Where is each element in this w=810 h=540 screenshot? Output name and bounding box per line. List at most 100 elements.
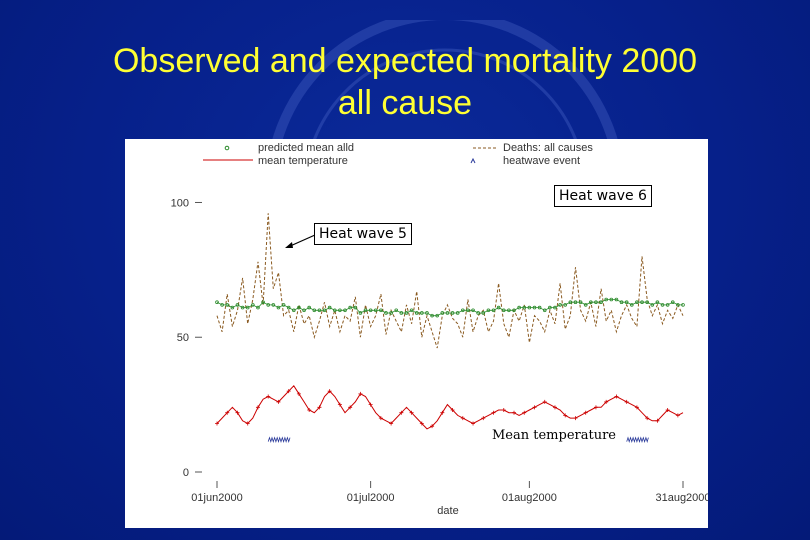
temperature-point xyxy=(389,421,394,426)
predicted-point xyxy=(373,308,378,313)
temperature-point xyxy=(501,408,506,413)
predicted-point xyxy=(583,303,588,307)
predicted-point xyxy=(358,311,363,315)
predicted-point xyxy=(476,311,480,315)
predicted-point xyxy=(568,300,573,305)
mean-temperature-label: Mean temperature xyxy=(492,428,616,443)
predicted-point xyxy=(507,308,511,313)
predicted-point xyxy=(645,300,649,305)
temperature-point xyxy=(358,391,363,396)
series-predicted-line xyxy=(216,299,683,317)
temperature-point xyxy=(471,421,476,426)
predicted-point xyxy=(225,303,230,307)
predicted-point xyxy=(394,308,399,313)
predicted-point xyxy=(589,300,593,305)
predicted-point xyxy=(251,303,255,307)
predicted-point xyxy=(594,300,598,305)
predicted-point xyxy=(384,311,388,315)
temperature-point xyxy=(491,410,496,415)
predicted-point xyxy=(363,308,368,313)
x-tick-label: 01aug2000 xyxy=(502,492,557,504)
temperature-point xyxy=(563,413,568,418)
predicted-point xyxy=(676,303,680,307)
predicted-point xyxy=(430,313,434,318)
predicted-point xyxy=(292,308,296,313)
temperature-point xyxy=(399,410,404,415)
temperature-point xyxy=(552,405,557,410)
predicted-point xyxy=(302,308,306,313)
heatwave-event-marker xyxy=(626,436,649,443)
temperature-point xyxy=(532,405,537,410)
series-temperature-line xyxy=(216,384,684,430)
predicted-point xyxy=(609,297,614,302)
predicted-point xyxy=(235,303,240,307)
predicted-point xyxy=(332,308,337,313)
predicted-point xyxy=(215,300,219,305)
temperature-point xyxy=(317,405,322,410)
temperature-point xyxy=(634,405,639,410)
predicted-point xyxy=(542,308,547,313)
series-deaths-line xyxy=(216,213,684,349)
predicted-point xyxy=(220,303,224,307)
predicted-point xyxy=(322,308,327,313)
legend-label-predicted: predicted mean alld xyxy=(258,142,354,154)
predicted-point xyxy=(461,308,465,313)
temperature-point xyxy=(624,399,629,404)
predicted-point xyxy=(604,297,608,302)
axes: 0 50 100 01jun2000 01jul2000 01aug2000 31aug20… xyxy=(171,197,708,504)
predicted-point xyxy=(681,303,685,307)
predicted-point xyxy=(512,308,516,313)
predicted-point xyxy=(317,308,322,313)
predicted-point xyxy=(486,308,491,313)
legend-label-deaths: Deaths: all causes xyxy=(503,142,593,154)
predicted-point xyxy=(266,303,271,307)
predicted-point xyxy=(527,305,532,310)
temperature-point xyxy=(307,408,312,413)
predicted-point xyxy=(619,300,624,305)
predicted-point xyxy=(532,305,537,310)
predicted-point xyxy=(307,305,311,310)
x-axis-label: date xyxy=(437,505,458,517)
temperature-point xyxy=(573,416,578,421)
predicted-point xyxy=(297,305,301,310)
plot-area xyxy=(215,213,685,443)
temperature-point xyxy=(542,399,547,404)
temperature-point xyxy=(655,418,660,423)
temperature-point xyxy=(296,391,301,396)
temperature-point xyxy=(327,389,332,394)
predicted-point xyxy=(563,303,568,307)
heatwave-event-marker xyxy=(267,436,291,443)
predicted-point xyxy=(389,311,393,315)
temperature-point xyxy=(266,394,271,399)
x-tick-label: 01jun2000 xyxy=(191,492,242,504)
predicted-point xyxy=(670,300,675,305)
temperature-point xyxy=(348,405,353,410)
y-tick-label: 0 xyxy=(183,467,189,479)
predicted-point xyxy=(445,311,450,315)
chart-panel: predicted mean alld mean temperature Dea… xyxy=(125,139,708,528)
predicted-point xyxy=(537,305,542,310)
temperature-point xyxy=(368,402,373,407)
temperature-point xyxy=(337,402,342,407)
temperature-point xyxy=(276,399,281,404)
temperature-point xyxy=(522,410,527,415)
predicted-point xyxy=(517,305,521,310)
predicted-point xyxy=(629,303,634,307)
y-tick-label: 50 xyxy=(177,332,189,344)
predicted-point xyxy=(348,305,352,310)
predicted-point xyxy=(286,305,291,310)
predicted-point xyxy=(420,311,424,315)
predicted-point xyxy=(379,308,383,313)
temperature-point xyxy=(583,410,588,415)
predicted-point xyxy=(261,300,265,305)
slide-title-line-2: all cause xyxy=(337,84,473,122)
predicted-point xyxy=(650,303,655,307)
predicted-point xyxy=(343,308,347,313)
temperature-point xyxy=(409,410,414,415)
predicted-point xyxy=(558,303,562,307)
legend-marker-heatwave xyxy=(470,157,476,164)
temperature-point xyxy=(614,394,619,399)
predicted-point xyxy=(496,305,501,310)
legend-marker-predicted xyxy=(224,145,230,151)
predicted-point xyxy=(553,305,557,310)
